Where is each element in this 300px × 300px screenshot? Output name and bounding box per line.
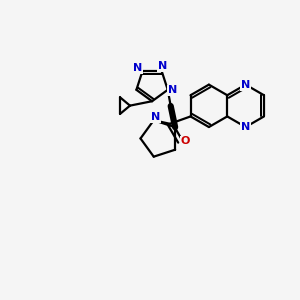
Text: O: O [181,136,190,146]
Text: N: N [151,112,160,122]
Text: N: N [241,122,250,132]
Text: N: N [241,80,250,90]
Text: N: N [168,85,177,95]
Text: N: N [158,61,168,71]
Text: N: N [133,63,142,73]
